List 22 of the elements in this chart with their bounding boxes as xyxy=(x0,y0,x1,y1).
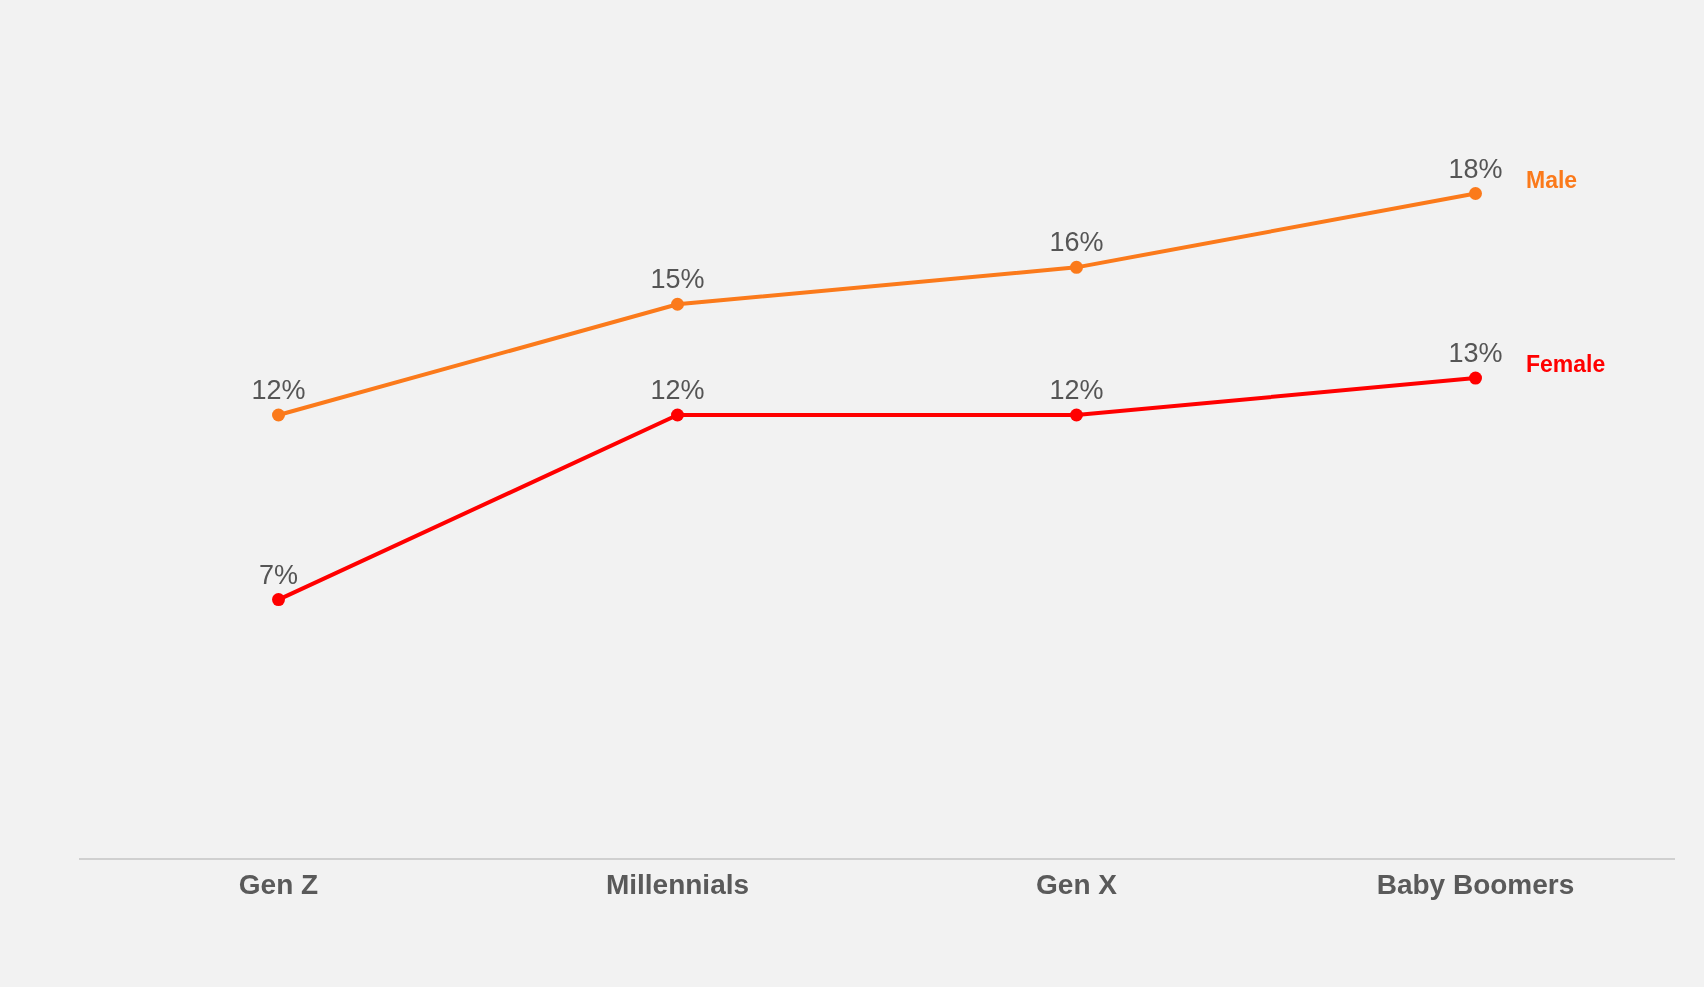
point xyxy=(671,408,684,422)
data-label: 18% xyxy=(1448,153,1503,184)
series-label: Female xyxy=(1526,351,1606,377)
data-label: 7% xyxy=(258,559,299,590)
x-tick-label: Baby Boomers xyxy=(1376,868,1575,900)
point xyxy=(272,408,285,422)
point xyxy=(1070,260,1083,274)
point xyxy=(1070,408,1083,422)
point xyxy=(671,297,684,311)
data-label: 15% xyxy=(650,264,705,295)
x-tick-label: Millennials xyxy=(605,868,750,900)
data-label: 16% xyxy=(1049,227,1104,258)
data-label: 12% xyxy=(1049,375,1104,406)
point xyxy=(1469,187,1482,201)
data-label: 12% xyxy=(251,375,306,406)
data-label: 13% xyxy=(1448,338,1503,369)
x-tick-label: Gen Z xyxy=(238,868,319,900)
point xyxy=(1469,371,1482,385)
x-tick-label: Gen X xyxy=(1036,868,1118,900)
series-label: Male xyxy=(1526,167,1578,193)
point xyxy=(272,593,285,607)
data-label: 12% xyxy=(650,375,705,406)
